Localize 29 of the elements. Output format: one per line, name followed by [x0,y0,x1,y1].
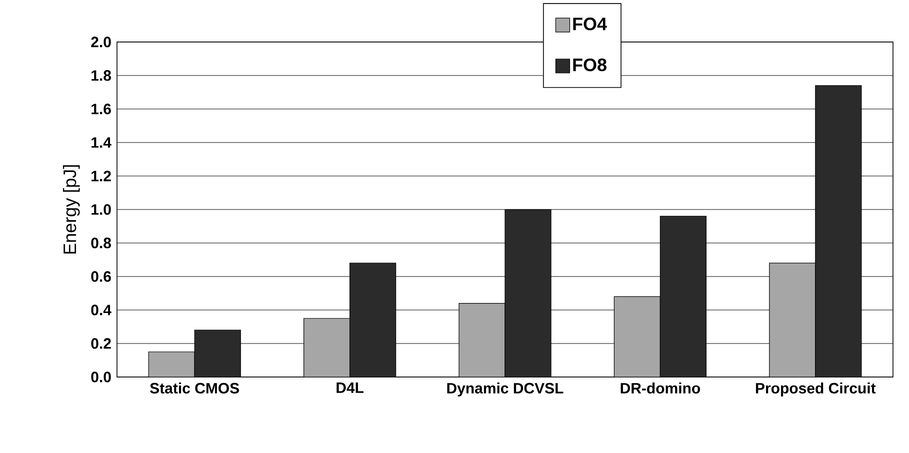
y-tick-label: 0.6 [91,271,111,282]
bar [304,318,350,377]
bar [815,85,862,377]
bar [350,262,396,377]
x-tick-label: DR-domino [620,382,700,394]
x-tick-label: D4L [336,382,364,393]
bar [614,296,661,377]
legend-label: FO4 [573,18,607,30]
y-tick-label: 0.4 [91,304,112,316]
legend-label: FO8 [573,58,606,72]
y-tick-label: 1.2 [92,170,111,182]
bar [194,330,241,377]
bar [148,352,195,377]
y-tick-label: 0.2 [91,338,111,349]
bar [504,209,552,377]
y-tick-label: 1.8 [92,70,112,81]
y-tick-label: 1.6 [92,104,111,114]
bar [660,216,707,377]
y-tick-label: 1.4 [92,137,112,148]
y-tick-label: 2.0 [91,36,111,48]
y-tick-label: 1.0 [92,204,111,215]
x-tick-label: Dynamic DCVSL [447,382,564,397]
y-tick-label: 0.8 [91,238,112,248]
bar [769,262,816,377]
y-axis-title: Energy [pJ] [62,165,80,254]
x-tick-label: Proposed Circuit [756,382,876,397]
y-tick-label: 0.0 [91,372,111,382]
x-tick-label: Static CMOS [150,382,239,394]
bar [458,303,506,377]
